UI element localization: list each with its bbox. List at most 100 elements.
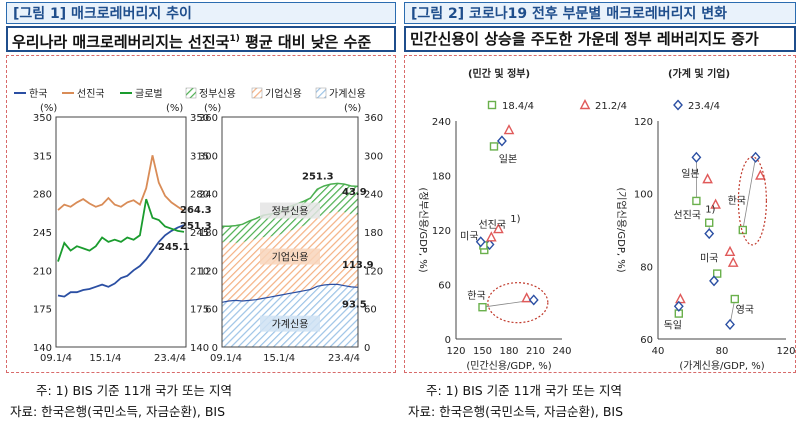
- legend-label-0: 한국: [29, 88, 47, 100]
- chart4-ytick-1: 80: [640, 262, 653, 273]
- chart4-point-1-2: [750, 151, 761, 163]
- chart4-arrow-1: [742, 157, 756, 231]
- chart3-point-0-2: [496, 135, 507, 147]
- chart2-xtick-2: 23.4/4: [328, 353, 360, 364]
- chart4-ylabel: (기업신용/GDP, %): [615, 187, 628, 272]
- chart2-xtick-0: 09.1/4: [210, 353, 242, 364]
- chart3-group-label-2: 미국: [460, 230, 478, 242]
- legend-label-right-1: 21.2/4: [595, 101, 627, 112]
- figure1-subtitle: 우리나라 매크로레버리지는 선진국1) 평균 대비 낮은 수준: [6, 26, 396, 52]
- figure1-source: 자료: 한국은행(국민소득, 자금순환), BIS: [10, 404, 226, 419]
- chart2-ytick-left-6: 360: [199, 113, 218, 124]
- chart3-ytick-3: 180: [432, 172, 451, 183]
- chart4-group-label-2: 선진국: [673, 210, 701, 222]
- chart2-end-label-gov: 43.9: [342, 187, 367, 198]
- chart2-band-box-2: [260, 202, 320, 219]
- legend-box-3: [185, 87, 197, 99]
- figure1-subtitle-sup: 1): [229, 34, 240, 44]
- chart4-point-5-1: [675, 293, 686, 304]
- legend-marker-1: [579, 98, 591, 110]
- chart3-point-1-1: [493, 223, 504, 234]
- chart1-ytick-right-2: 210: [190, 266, 209, 277]
- chart4-ytick-3: 120: [634, 117, 653, 128]
- chart2-band-label-2: 정부신용: [272, 206, 309, 218]
- chart2-ytick-right-3: 180: [364, 228, 383, 239]
- legend-label-3: 정부신용: [199, 88, 236, 100]
- chart4-xtick-2: 120: [776, 346, 795, 357]
- chart4-group-label-3: 미국: [700, 253, 718, 265]
- chart3-ytick-4: 240: [432, 117, 451, 128]
- chart4-ytick-0: 60: [640, 335, 653, 346]
- chart3-point-2-1: [485, 231, 497, 242]
- chart4-point-2-2: [704, 228, 715, 240]
- chart2-household-line: [221, 283, 359, 303]
- chart4-point-4-0: [730, 294, 739, 304]
- chart3-xtick-3: 210: [526, 346, 545, 357]
- chart3-xlabel: (민간신용/GDP, %): [466, 360, 551, 372]
- chart2-band-box-1: [260, 248, 320, 265]
- chart4-ytick-2: 100: [634, 190, 653, 201]
- legend-label-5: 가계신용: [329, 88, 366, 100]
- chart4-group-label-5: 독일: [664, 320, 682, 332]
- legend-marker-2: [673, 99, 683, 111]
- chart4-point-3-1: [724, 245, 736, 257]
- chart4-point-2-0: [705, 218, 714, 227]
- chart3-subtitle: (민간 및 정부): [468, 67, 530, 80]
- chart2-ytick-left-3: 180: [199, 228, 218, 239]
- chart1-ytick-right-6: 350: [190, 113, 209, 124]
- chart2-ytick-right-5: 300: [364, 151, 383, 162]
- chart4-point-1-1: [755, 169, 766, 180]
- chart1-ytick-left-4: 280: [33, 190, 52, 201]
- chart4-xlabel: (가계신용/GDP, %): [679, 360, 764, 372]
- chart2-yunit-left: (%): [204, 103, 221, 114]
- chart4-xtick-1: 80: [716, 346, 729, 357]
- chart1-ytick-right-3: 245: [190, 228, 209, 239]
- chart4-subtitle: (가계 및 기업): [668, 67, 730, 80]
- legend-label-4: 기업신용: [265, 87, 302, 100]
- chart2-band-label-0: 가계신용: [272, 319, 309, 331]
- chart1-ytick-right-5: 315: [190, 151, 209, 162]
- chart4-point-4-1: [727, 256, 739, 267]
- chart1-xtick-0: 09.1/4: [40, 353, 72, 364]
- chart2-ytick-right-2: 120: [364, 266, 383, 277]
- chart3-group-label-0: 일본: [499, 153, 517, 165]
- chart1-series-advanced: [57, 155, 185, 212]
- chart1-ytick-right-4: 280: [190, 190, 209, 201]
- chart1-ytick-left-3: 245: [33, 228, 52, 239]
- chart3-point-3-2: [528, 294, 539, 306]
- chart1-ytick-left-2: 210: [33, 266, 52, 277]
- chart4-point-0-1: [702, 173, 713, 184]
- figure1-frame: [6, 55, 396, 373]
- legend-label-right-2: 23.4/4: [688, 101, 720, 112]
- chart1-yunit-right: (%): [166, 103, 183, 114]
- chart2-end-label-corp: 113.9: [342, 260, 374, 271]
- legend-label-right-0: 18.4/4: [502, 101, 534, 112]
- chart2-ytick-left-5: 300: [199, 151, 218, 162]
- chart3-ytick-1: 60: [438, 281, 451, 292]
- chart4-point-3-2: [709, 275, 719, 287]
- chart1-yunit-left: (%): [40, 103, 57, 114]
- chart2-yunit-right: (%): [344, 103, 361, 114]
- chart3-group-label-3: 한국: [467, 290, 485, 302]
- figure2-frame: [404, 55, 796, 373]
- chart2-ytick-left-0: 0: [212, 343, 218, 354]
- chart3-group-sup-1: 1): [510, 214, 520, 225]
- chart2-plot-frame: [221, 116, 359, 348]
- chart1-ytick-left-1: 175: [33, 305, 52, 316]
- chart3-point-2-2: [475, 236, 486, 248]
- chart2-ytick-left-1: 60: [205, 305, 218, 316]
- figure1-subtitle-text: 우리나라 매크로레버리지는 선진국: [12, 33, 230, 51]
- chart2-xtick-1: 15.1/4: [263, 353, 295, 364]
- chart3-point-0-1: [503, 124, 515, 135]
- legend-marker-0: [487, 100, 497, 110]
- chart2-ytick-left-4: 240: [199, 190, 218, 201]
- chart3-ylabel: (정부신용/GDP, %): [417, 187, 429, 272]
- chart1-series-korea: [57, 224, 185, 298]
- chart1-end-label-advanced: 264.3: [180, 205, 212, 216]
- chart4-group-label-4: 영국: [736, 304, 754, 316]
- chart4-point-2-1: [710, 198, 721, 209]
- chart2-band-box-0: [260, 315, 320, 332]
- chart3-point-0-0: [489, 142, 499, 151]
- figure2-note: 주: 1) BIS 기준 11개 국가 또는 지역: [426, 383, 622, 398]
